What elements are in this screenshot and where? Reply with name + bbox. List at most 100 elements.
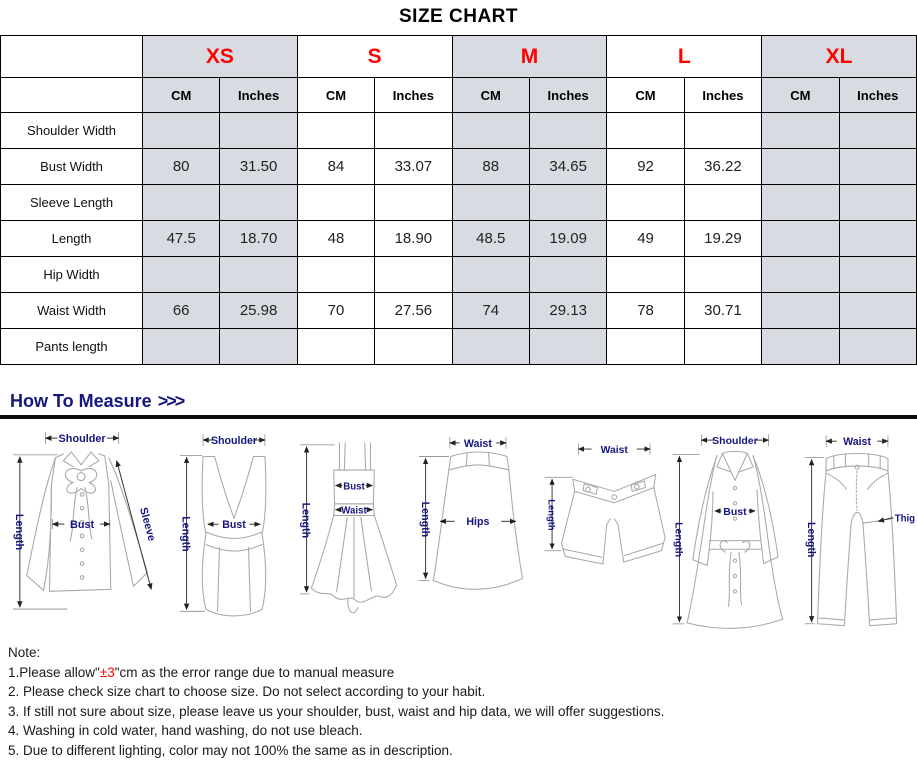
- label-bust: Bust: [723, 506, 747, 518]
- cell: [838, 328, 917, 365]
- cell: [296, 256, 376, 293]
- cell: [219, 184, 298, 221]
- unit-cm-s: CM: [296, 77, 376, 113]
- cell: 19.09: [528, 220, 608, 257]
- cell: [838, 148, 917, 185]
- figure-skirt: Waist Hips Length: [419, 437, 524, 590]
- cell: [141, 256, 221, 293]
- cell: 25.98: [219, 292, 298, 329]
- unit-cm-xl: CM: [761, 77, 840, 113]
- cell: 70: [296, 292, 376, 329]
- label-length: Length: [672, 522, 684, 557]
- cell: [683, 112, 763, 149]
- cell: 92: [606, 148, 685, 185]
- figure-coat: Shoulder Bust Length: [672, 434, 784, 629]
- cell: [683, 256, 763, 293]
- cell: [683, 328, 763, 365]
- label-sleeve: Sleeve: [137, 506, 158, 542]
- row-label: Shoulder Width: [0, 112, 143, 149]
- table-row: Sleeve Length: [0, 184, 917, 221]
- cell: [528, 256, 608, 293]
- unit-inches-s: Inches: [374, 77, 453, 113]
- cell: [528, 328, 608, 365]
- cell: [219, 328, 298, 365]
- label-bust: Bust: [222, 519, 246, 531]
- row-label: Hip Width: [0, 256, 143, 293]
- cell: [761, 112, 840, 149]
- cell: 33.07: [374, 148, 453, 185]
- note-line: 4. Washing in cold water, hand washing, …: [8, 723, 363, 739]
- cell: [141, 328, 221, 365]
- cell: [761, 292, 840, 329]
- figure-blouse: Shoulder Bust Length Sleeve: [13, 432, 158, 610]
- cell: [296, 112, 376, 149]
- cell: [761, 256, 840, 293]
- cell: 48: [296, 220, 376, 257]
- cell: [838, 256, 917, 293]
- label-length: Length: [546, 499, 557, 531]
- label-bust: Bust: [70, 519, 95, 531]
- note-line: 5. Due to different lighting, color may …: [8, 742, 453, 758]
- cell: [219, 112, 298, 149]
- cell: [528, 184, 608, 221]
- label-shoulder: Shoulder: [211, 435, 257, 447]
- row-label: Length: [0, 220, 143, 257]
- cell: 27.56: [374, 292, 453, 329]
- cell: [606, 112, 685, 149]
- label-waist: Waist: [843, 436, 871, 448]
- figure-vest: Shoulder Bust Length: [180, 434, 267, 617]
- table-row: Shoulder Width: [0, 112, 917, 149]
- cell: [219, 256, 298, 293]
- table-row: Pants length: [0, 328, 917, 365]
- row-label: Waist Width: [0, 292, 143, 329]
- unit-inches-l: Inches: [683, 77, 763, 113]
- size-header-xs: XS: [142, 35, 298, 78]
- cell: [451, 256, 530, 293]
- table-row: Length 47.5 18.70 48 18.90 48.5 19.09 49…: [0, 220, 917, 257]
- label-shoulder: Shoulder: [59, 433, 107, 445]
- cell: [141, 112, 221, 149]
- cell: [374, 184, 453, 221]
- size-header-xl: XL: [761, 35, 917, 78]
- unit-inches-m: Inches: [528, 77, 608, 113]
- size-header-s: S: [296, 35, 453, 78]
- figure-shorts: Waist Length: [544, 443, 666, 565]
- figure-dress: Bust Waist Length: [300, 442, 398, 614]
- cell: 18.70: [219, 220, 298, 257]
- cell: [374, 112, 453, 149]
- note-line: 2. Please check size chart to choose siz…: [8, 684, 486, 700]
- note-line: 1.Please allow"±3"cm as the error range …: [8, 664, 395, 680]
- cell: [451, 184, 530, 221]
- chevron-right-icon: >>>: [157, 391, 186, 411]
- how-to-measure-heading: How To Measure >>>: [0, 391, 917, 419]
- label-shoulder: Shoulder: [712, 435, 758, 447]
- label-waist: Waist: [600, 445, 628, 456]
- unit-cm-m: CM: [451, 77, 530, 113]
- label-waist: Waist: [342, 506, 368, 517]
- cell: [451, 328, 530, 365]
- row-label: Bust Width: [0, 148, 143, 185]
- notes-heading: Note:: [8, 645, 41, 660]
- how-to-measure-label: How To Measure: [10, 391, 152, 411]
- measure-illustrations: Shoulder Bust Length Sleeve Shoulder Bus: [0, 419, 917, 639]
- table-row: Bust Width 80 31.50 84 33.07 88 34.65 92…: [0, 148, 917, 185]
- cell: [141, 184, 221, 221]
- cell: [838, 184, 917, 221]
- cell: [528, 112, 608, 149]
- label-length: Length: [805, 522, 817, 557]
- cell: [451, 112, 530, 149]
- cell: 34.65: [528, 148, 608, 185]
- notes-section: Note: 1.Please allow"±3"cm as the error …: [0, 639, 917, 760]
- label-length: Length: [419, 502, 431, 537]
- cell: 47.5: [141, 220, 221, 257]
- cell: [761, 220, 840, 257]
- unit-cm-xs: CM: [141, 77, 221, 113]
- page-title: SIZE CHART: [399, 6, 518, 27]
- size-header-l: L: [606, 35, 763, 78]
- cell: [606, 256, 685, 293]
- cell: 18.90: [374, 220, 453, 257]
- label-waist: Waist: [464, 438, 492, 450]
- table-row: Waist Width 66 25.98 70 27.56 74 29.13 7…: [0, 292, 917, 329]
- label-thigh: Thigh: [895, 513, 915, 524]
- cell: [296, 184, 376, 221]
